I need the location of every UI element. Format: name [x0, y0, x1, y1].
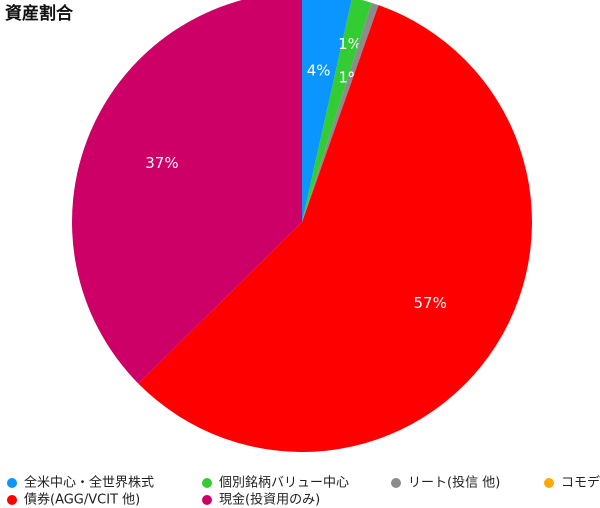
pie-slice: [302, 0, 372, 222]
legend-swatch: [202, 478, 212, 488]
legend-label: 債券(AGG/VCIT 他): [24, 492, 140, 508]
chart-title: 資産割合: [5, 3, 74, 24]
legend-swatch: [391, 478, 401, 488]
legend-label: 全米中心・全世界株式: [24, 475, 154, 491]
pie-slice: [302, 2, 379, 222]
slice-label: 4%: [307, 62, 331, 80]
legend-swatch: [7, 495, 17, 505]
legend-label: コモデ: [561, 475, 600, 491]
legend-swatch: [7, 478, 17, 488]
slice-label: 1%: [338, 35, 362, 53]
slice-label: 37%: [145, 154, 178, 172]
legend-swatch: [202, 495, 212, 505]
legend-label: リート(投信 他): [408, 475, 500, 491]
legend-label: 個別銘柄バリュー中心: [219, 476, 349, 491]
pie-slice: [138, 5, 533, 453]
pie-slice: [72, 0, 302, 384]
slice-label: 57%: [413, 294, 446, 312]
pie-slice: [302, 0, 352, 222]
legend-swatch: [544, 478, 554, 488]
legend-label: 現金(投資用のみ): [219, 492, 320, 508]
